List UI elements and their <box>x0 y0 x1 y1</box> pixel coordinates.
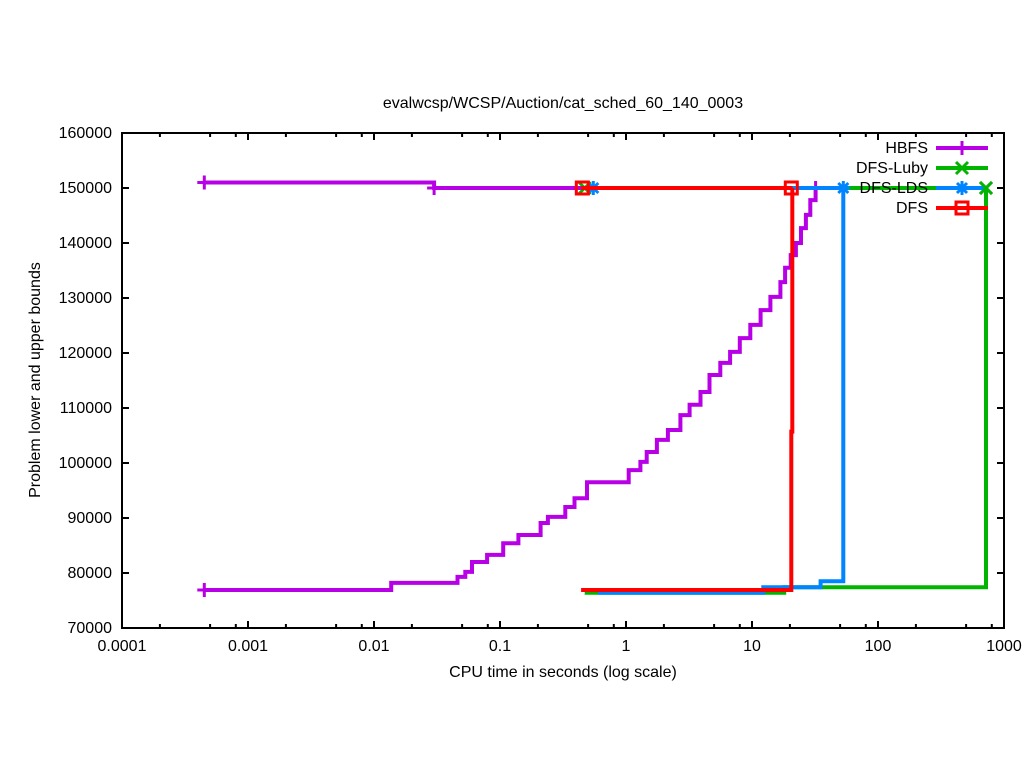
plot-border <box>121 132 1005 629</box>
x-axis-label: CPU time in seconds (log scale) <box>449 664 677 681</box>
dfs-upper-marker-square <box>783 180 799 196</box>
y-tick-label: 110000 <box>60 400 112 417</box>
legend-label-dfs-lds: DFS-LDS <box>860 180 928 197</box>
chart-title: evalwcsp/WCSP/Auction/cat_sched_60_140_0… <box>382 95 744 112</box>
legend-marker-dfs-luby <box>954 160 970 176</box>
y-axis-label: Problem lower and upper bounds <box>27 262 44 498</box>
y-tick-label: 140000 <box>59 235 112 252</box>
legend-label-dfs: DFS <box>896 200 928 217</box>
y-tick-label: 70000 <box>68 620 113 637</box>
y-tick-label: 150000 <box>59 180 112 197</box>
legend-marker-dfs <box>954 200 970 216</box>
y-tick-label: 80000 <box>68 565 113 582</box>
x-tick-label: 0.001 <box>228 638 268 655</box>
x-tick-label: 1 <box>622 638 631 655</box>
dfs-luby-final-marker-overlay <box>978 180 994 196</box>
legend-label-hbfs: HBFS <box>885 140 928 157</box>
legend-marker-hbfs <box>955 141 969 155</box>
hbfs-upper-marker-plus <box>197 175 212 190</box>
hbfs-lower-marker-plus <box>197 583 212 597</box>
x-tick-label: 0.01 <box>358 638 389 655</box>
y-tick-label: 120000 <box>59 345 112 362</box>
y-tick-label: 160000 <box>59 125 112 142</box>
y-tick-label: 130000 <box>59 290 112 307</box>
y-tick-label: 100000 <box>59 455 112 472</box>
dfs-luby-lower-bound-line <box>584 188 988 595</box>
y-tick-label: 90000 <box>68 510 113 527</box>
dfs-lower-bound-line <box>581 188 795 592</box>
x-tick-label: 10 <box>743 638 761 655</box>
dfs-lds-upper-marker-asterisk <box>836 181 851 195</box>
x-tick-label: 1000 <box>986 638 1022 655</box>
hbfs-upper-marker-plus <box>427 181 442 195</box>
dfs-upper-marker-square <box>574 180 590 196</box>
x-tick-label: 0.0001 <box>98 638 147 655</box>
legend-label-dfs-luby: DFS-Luby <box>856 160 928 177</box>
legend-marker-dfs-lds <box>955 181 969 195</box>
dfs-lds-lower-bound-line <box>598 188 846 595</box>
hbfs-lower-bound-line <box>204 188 818 592</box>
x-tick-label: 100 <box>865 638 892 655</box>
x-tick-label: 0.1 <box>489 638 511 655</box>
